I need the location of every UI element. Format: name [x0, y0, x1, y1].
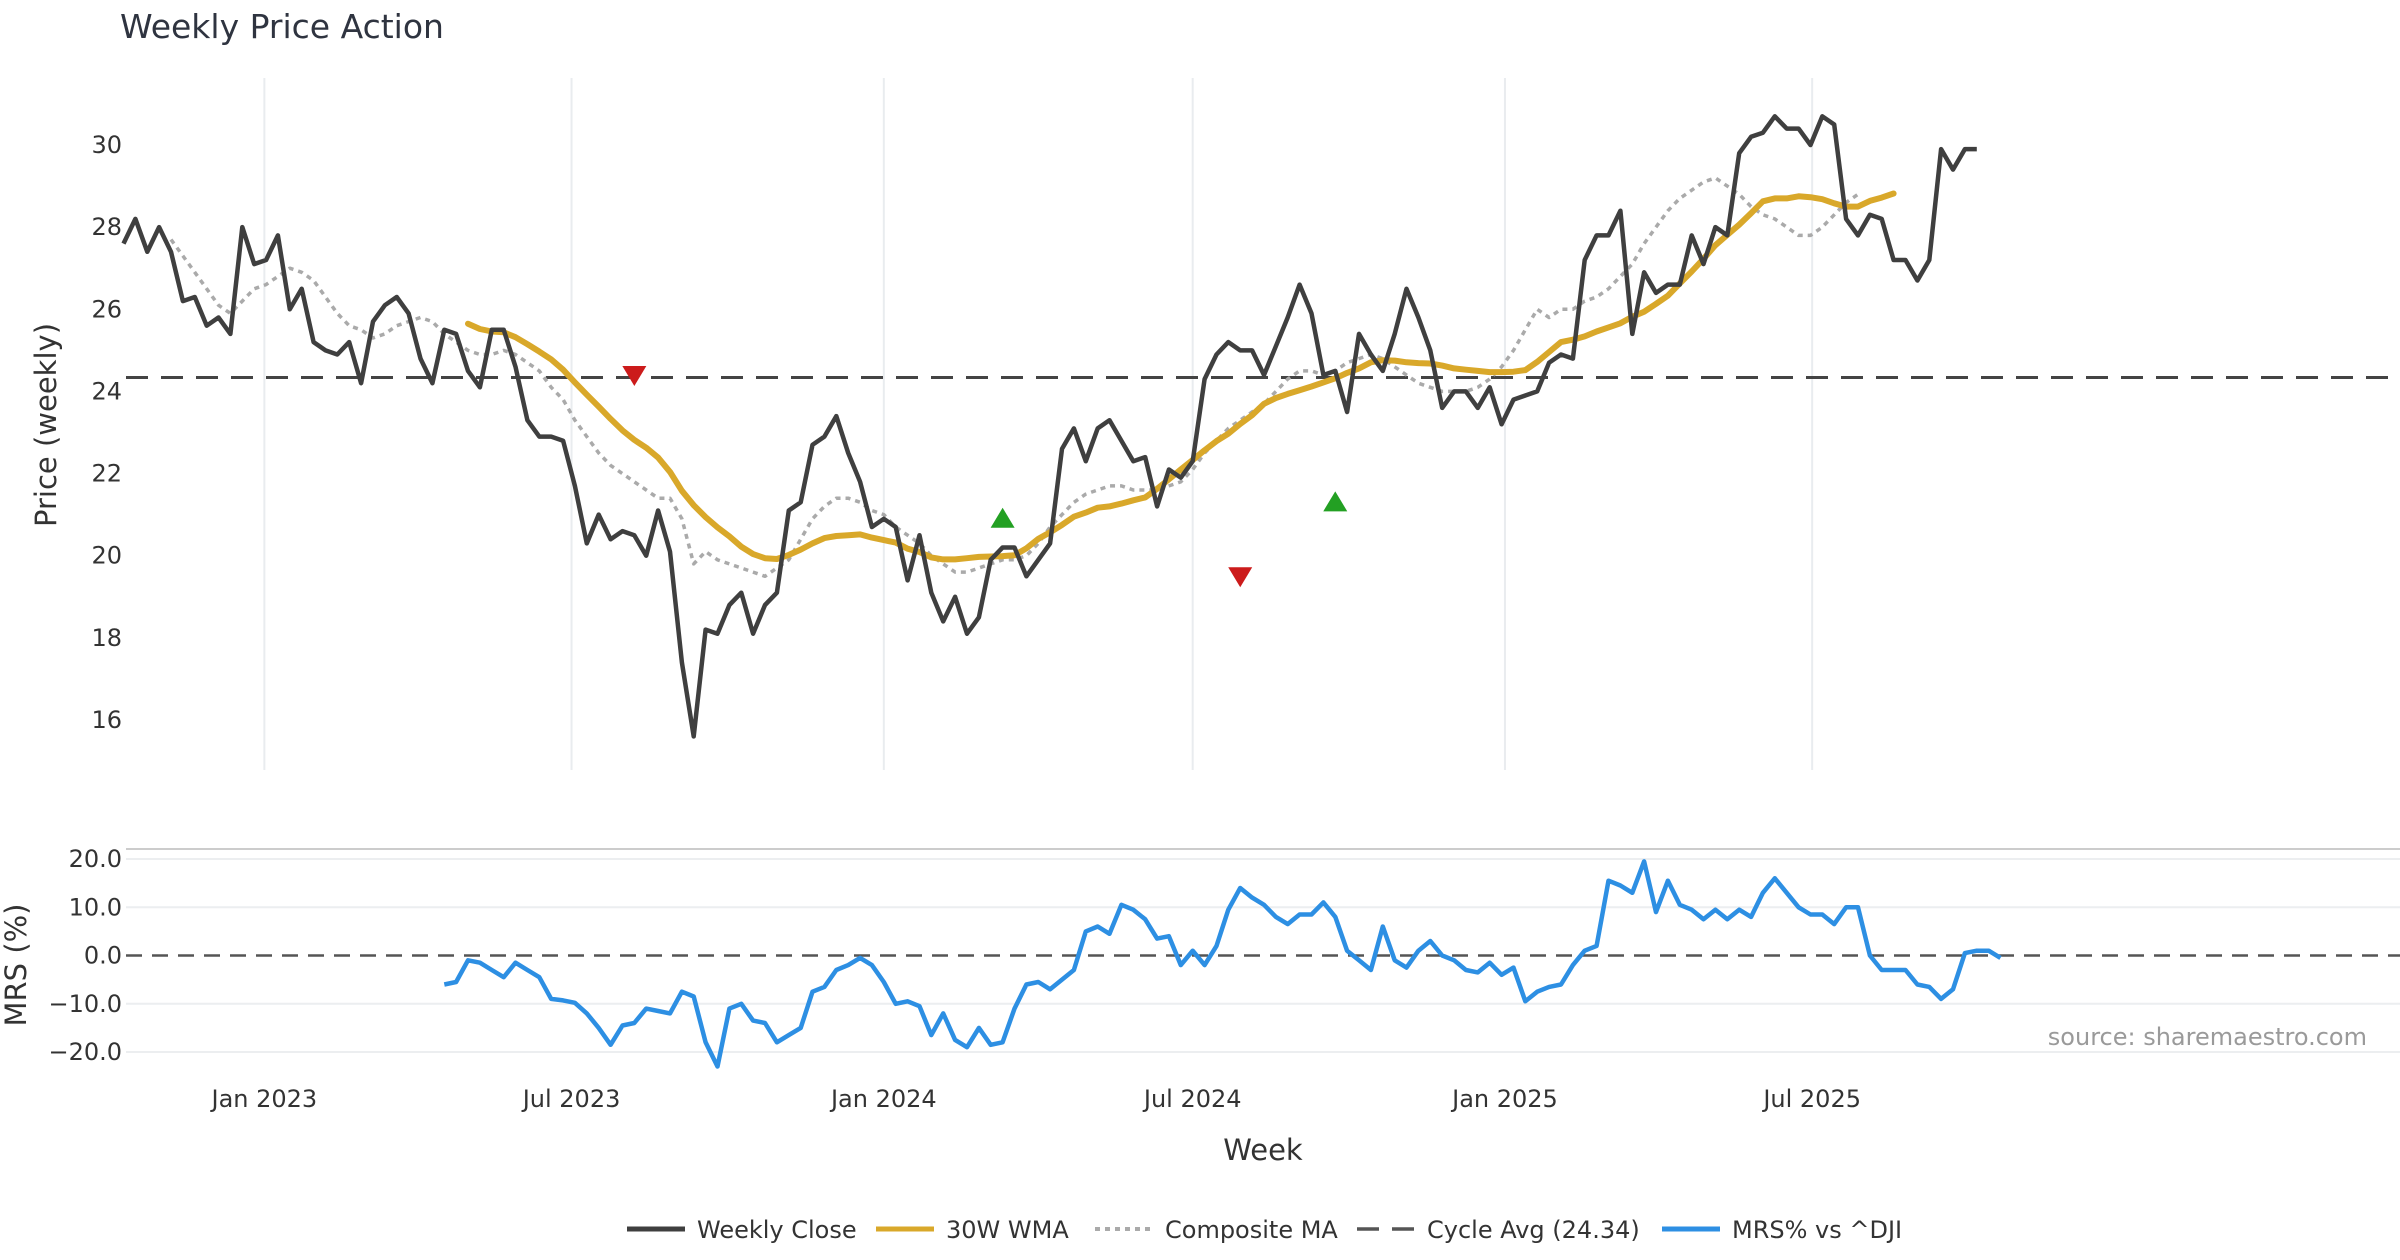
- mrs-y-tick-label: −20.0: [48, 1038, 122, 1066]
- composite-ma-line: [169, 176, 1859, 579]
- x-tick-label: Jan 2023: [210, 1085, 318, 1113]
- buy-signal-marker: [990, 507, 1015, 528]
- mrs-y-axis-label: MRS (%): [0, 904, 33, 1027]
- signal-markers: [622, 366, 1348, 588]
- source-note: source: sharemaestro.com: [2048, 1023, 2367, 1051]
- x-tick-label: Jan 2025: [1450, 1085, 1558, 1113]
- x-tick-labels: Jan 2023 Jul 2023 Jan 2024 Jul 2024 Jan 2025…: [210, 1085, 1861, 1113]
- price-y-tick-label: 22: [91, 460, 122, 488]
- price-y-tick-label: 16: [91, 706, 122, 734]
- sell-signal-marker: [1228, 567, 1253, 588]
- mrs-y-tick-label: 0.0: [84, 942, 122, 970]
- price-y-tick-label: 26: [91, 295, 122, 323]
- buy-signal-marker: [1323, 491, 1348, 512]
- price-y-tick-label: 18: [91, 624, 122, 652]
- price-y-tick-label: 20: [91, 542, 122, 570]
- price-y-tick-label: 30: [91, 131, 122, 159]
- mrs-y-tick-label: 20.0: [69, 845, 122, 873]
- weekly-close-line: [121, 114, 1977, 739]
- price-y-tick-labels: 16 18 20 22 24 26 28 30: [91, 131, 122, 734]
- legend: Weekly Close 30W WMA Composite MA Cycle Avg…: [627, 1216, 1902, 1244]
- legend-label-close: Weekly Close: [697, 1216, 857, 1244]
- price-y-tick-label: 24: [91, 377, 122, 405]
- x-tick-label: Jul 2025: [1761, 1085, 1861, 1113]
- legend-label-cma: Composite MA: [1165, 1216, 1338, 1244]
- price-gridlines: [263, 78, 1814, 770]
- mrs-y-tick-label: 10.0: [69, 893, 122, 921]
- price-y-tick-label: 28: [91, 213, 122, 241]
- wma-30w-line: [465, 190, 1897, 563]
- x-tick-label: Jul 2023: [521, 1085, 621, 1113]
- price-panel: 16 18 20 22 24 26 28 30 Price (weekly): [29, 78, 2400, 770]
- mrs-line: [443, 859, 2002, 1069]
- x-tick-label: Jul 2024: [1142, 1085, 1242, 1113]
- price-y-axis-label: Price (weekly): [29, 323, 63, 527]
- mrs-y-tick-labels: 20.0 10.0 0.0 −10.0 −20.0: [48, 845, 122, 1066]
- chart-title: Weekly Price Action: [120, 7, 444, 46]
- legend-label-mrs: MRS% vs ^DJI: [1732, 1216, 1902, 1244]
- legend-label-wma: 30W WMA: [946, 1216, 1069, 1244]
- x-axis-label: Week: [1223, 1133, 1303, 1167]
- mrs-panel: 20.0 10.0 0.0 −10.0 −20.0 MRS (%) source: sh…: [0, 845, 2400, 1069]
- x-tick-label: Jan 2024: [829, 1085, 937, 1113]
- legend-label-cycle: Cycle Avg (24.34): [1427, 1216, 1640, 1244]
- sell-signal-marker: [622, 366, 647, 386]
- mrs-gridlines: [126, 858, 2400, 1053]
- mrs-y-tick-label: −10.0: [48, 990, 122, 1018]
